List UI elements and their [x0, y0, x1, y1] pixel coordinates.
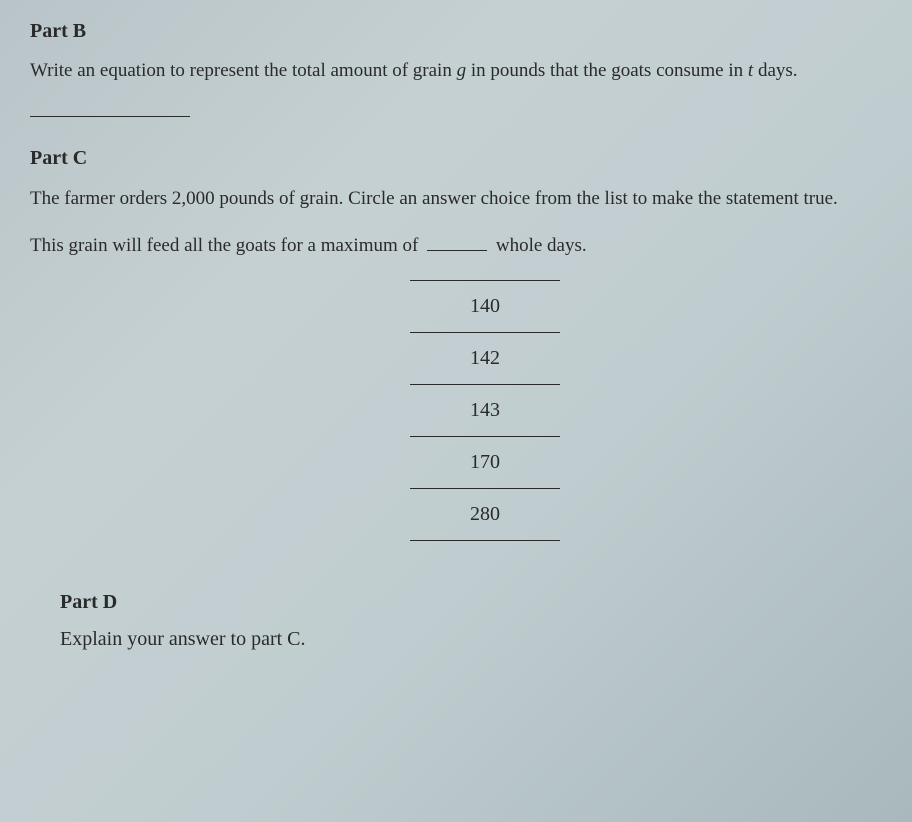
- part-b-prompt-mid: in pounds that the goats consume in: [466, 60, 748, 81]
- answer-blank-line: [30, 116, 190, 117]
- part-b-prompt-prefix: Write an equation to represent the total…: [30, 60, 457, 81]
- answer-choice[interactable]: 280: [410, 488, 560, 541]
- answer-choice[interactable]: 170: [410, 436, 560, 488]
- part-c-section: Part C The farmer orders 2,000 pounds of…: [30, 147, 882, 542]
- part-c-sentence: This grain will feed all the goats for a…: [30, 232, 882, 261]
- fill-in-blank: [427, 250, 487, 251]
- part-c-paragraph1: The farmer orders 2,000 pounds of grain.…: [30, 184, 882, 214]
- variable-g: g: [457, 60, 467, 81]
- part-c-sentence-suffix: whole days.: [491, 235, 587, 256]
- part-b-section: Part B Write an equation to represent th…: [30, 20, 882, 117]
- part-d-prompt: Explain your answer to part C.: [60, 628, 882, 651]
- part-d-section: Part D Explain your answer to part C.: [60, 591, 882, 651]
- part-c-heading: Part C: [30, 147, 882, 170]
- part-c-sentence-prefix: This grain will feed all the goats for a…: [30, 235, 423, 256]
- answer-choice[interactable]: 140: [410, 280, 560, 332]
- part-b-prompt: Write an equation to represent the total…: [30, 57, 882, 86]
- part-b-heading: Part B: [30, 20, 882, 43]
- answer-choice[interactable]: 143: [410, 384, 560, 436]
- part-d-heading: Part D: [60, 591, 882, 614]
- part-b-prompt-suffix: days.: [753, 60, 797, 81]
- answer-choice[interactable]: 142: [410, 332, 560, 384]
- answer-choices-list: 140 142 143 170 280: [410, 280, 560, 541]
